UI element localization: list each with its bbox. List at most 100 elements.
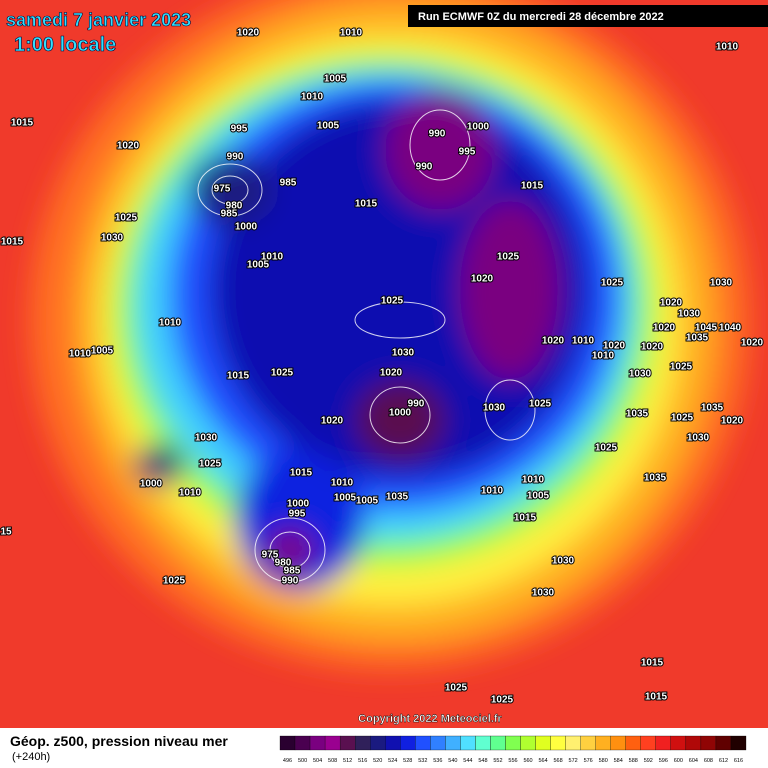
isobar-label: 1035 [701, 403, 724, 414]
isobar-label: 1010 [331, 478, 354, 489]
scale-label: 592 [644, 758, 653, 764]
isobar-label: 1015 [227, 371, 250, 382]
lead-time: (+240h) [12, 751, 50, 763]
isobar-label: 1010 [301, 92, 324, 103]
scale-swatch [535, 735, 551, 751]
isobar-label: 1005 [324, 74, 347, 85]
scale-swatch [309, 735, 326, 751]
isobar-label: 1025 [445, 683, 468, 694]
scale-swatch [565, 735, 581, 751]
isobar-label: 1015 [355, 199, 378, 210]
isobar-label: 1015 [514, 513, 537, 524]
isobar-label: 1030 [678, 309, 701, 320]
isobar-label: 1015 [1, 237, 24, 248]
scale-label: 604 [689, 758, 698, 764]
scale-label: 596 [659, 758, 668, 764]
isobar-label: 1010 [716, 42, 739, 53]
isobar-label: 1005 [317, 121, 340, 132]
isobar-label: 985 [221, 209, 238, 220]
isobar-label: 1005 [91, 346, 114, 357]
scale-swatch [400, 735, 416, 751]
scale-label: 504 [313, 758, 322, 764]
title: samedi 7 janvier 2023 [6, 10, 191, 30]
run-bar [408, 5, 768, 27]
isobar-label: 985 [284, 566, 301, 577]
scale-swatch [490, 735, 506, 751]
scale-label: 576 [584, 758, 593, 764]
scale-swatch [460, 735, 476, 751]
scale-label: 540 [448, 758, 457, 764]
time: 1:00 locale [14, 34, 116, 56]
scale-label: 496 [283, 758, 292, 764]
isobar-label: 990 [416, 162, 433, 173]
isobar-label: 1005 [356, 496, 379, 507]
scale-swatch [294, 735, 311, 751]
isobar-label: 990 [282, 576, 299, 587]
isobar-label: 1025 [163, 576, 186, 587]
isobar-label: 15 [0, 527, 12, 538]
scale-swatch [640, 735, 656, 751]
isobar-label: 1000 [235, 222, 258, 233]
caption: Géop. z500, pression niveau mer [10, 733, 228, 749]
isobar-label: 1015 [11, 118, 34, 129]
scale-label: 500 [298, 758, 307, 764]
scale-swatch [655, 735, 671, 751]
isobar-label: 1025 [381, 296, 404, 307]
isobar-label: 980 [275, 558, 292, 569]
scale-swatch [580, 735, 596, 751]
scale-label: 608 [704, 758, 713, 764]
scale-label: 580 [599, 758, 608, 764]
isobar-label: 1020 [117, 141, 140, 152]
scale-label: 584 [614, 758, 623, 764]
scale-swatch [520, 735, 536, 751]
isobar-label: 1010 [261, 252, 284, 263]
isobar-label: 1025 [595, 443, 618, 454]
scale-swatch [610, 735, 626, 751]
scale-label: 524 [388, 758, 397, 764]
isobar-label: 1025 [115, 213, 138, 224]
isobar-label: 1000 [467, 122, 490, 133]
scale-label: 556 [508, 758, 517, 764]
isobar-label: 1010 [481, 486, 504, 497]
scale-label: 600 [674, 758, 683, 764]
isobar-label: 1015 [645, 692, 668, 703]
isobar-label: 1025 [670, 362, 693, 373]
scale-label: 568 [554, 758, 563, 764]
scale-swatch [595, 735, 611, 751]
isobar-label: 975 [214, 184, 231, 195]
scale-label: 616 [734, 758, 743, 764]
scale-swatch [355, 735, 371, 751]
scale-swatch [415, 735, 431, 751]
isobar-label: 1030 [392, 348, 415, 359]
scale-swatch [550, 735, 566, 751]
isobars [197, 109, 536, 583]
isobar-label: 1020 [321, 416, 344, 427]
scale-swatch [670, 735, 687, 751]
isobar-label: 1000 [287, 499, 310, 510]
color-scale: 496 500 504 508 512 516 520 524 528 532 536 540 544 5… [279, 735, 747, 764]
geopotential-field [30, 0, 750, 670]
scale-label: 560 [523, 758, 532, 764]
scale-swatch [279, 735, 296, 751]
isobar-label: 990 [227, 152, 244, 163]
isobar-label: 1045 [695, 323, 718, 334]
isobar-label: 1040 [719, 323, 742, 334]
isobar-label: 1025 [529, 399, 552, 410]
isobar-label: 1020 [380, 368, 403, 379]
scale-swatch [700, 735, 717, 751]
scale-swatch [475, 735, 491, 751]
isobar-label: 1000 [140, 479, 163, 490]
scale-swatch [445, 735, 461, 751]
isobar-label: 1035 [386, 492, 409, 503]
scale-label: 532 [418, 758, 427, 764]
isobar-label: 985 [280, 178, 297, 189]
isobar-label: 1010 [69, 349, 92, 360]
scale-swatch [430, 735, 446, 751]
isobar-label: 1030 [629, 369, 652, 380]
isobar-label: 1025 [271, 368, 294, 379]
scale-swatch [370, 735, 386, 751]
scale-label: 572 [569, 758, 578, 764]
isobar-label: 1005 [334, 493, 357, 504]
isobar-label: 1030 [552, 556, 575, 567]
isobar-label: 995 [289, 509, 306, 520]
